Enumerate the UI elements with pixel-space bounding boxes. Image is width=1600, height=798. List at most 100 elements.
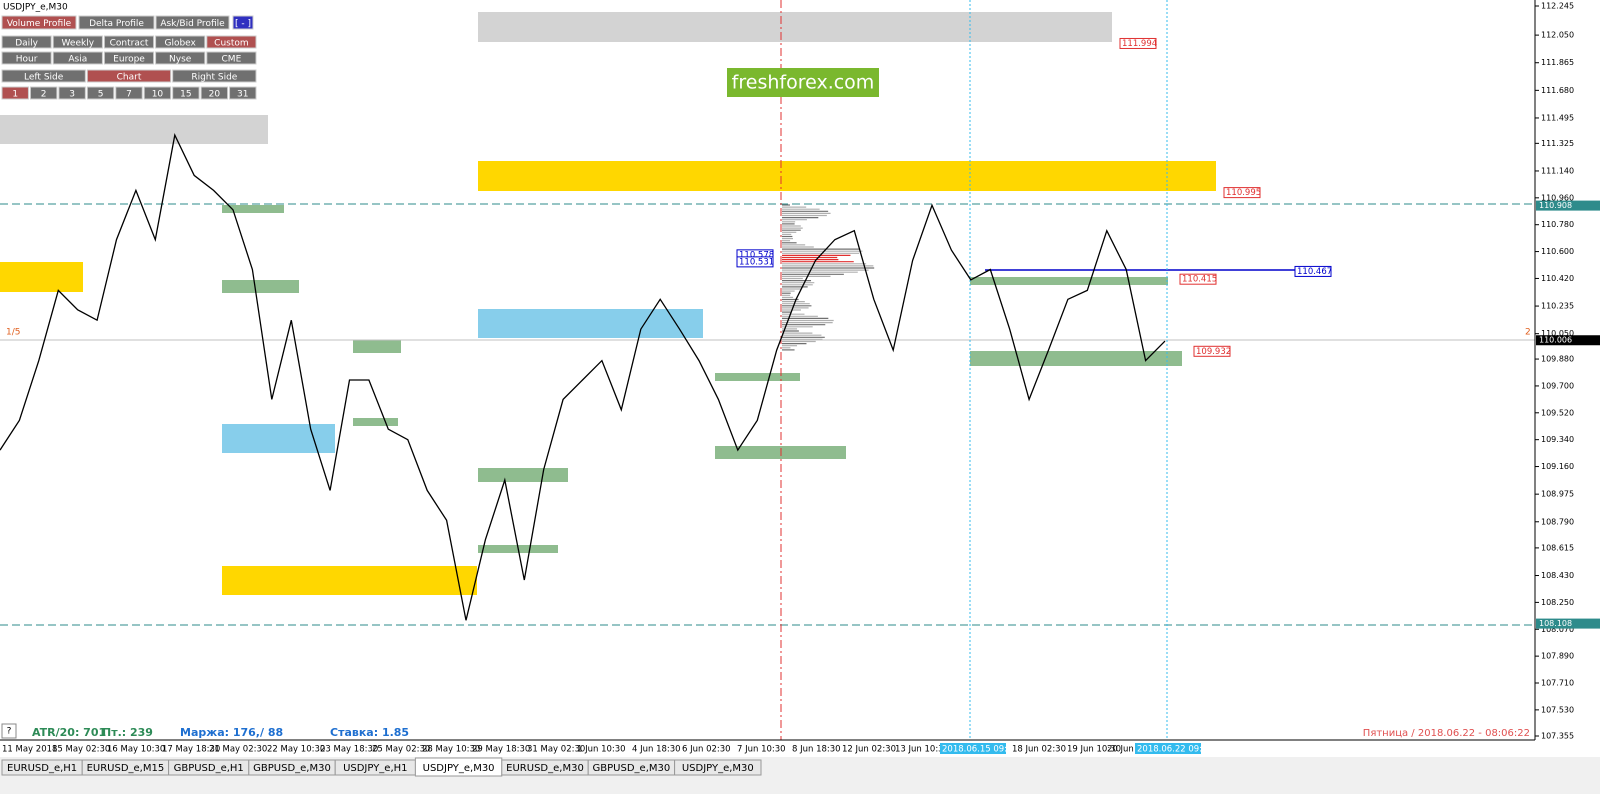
price-marker [1536,618,1600,629]
panel-button[interactable] [1,69,86,83]
price-marker-label: 108.108 [1539,619,1572,628]
panel-button[interactable] [155,51,206,65]
panel-button-label[interactable]: Contract [110,39,149,49]
time-label: 2018.06.15 09:30 [942,745,1018,755]
time-label: 1 Jun 10:30 [577,745,626,755]
panel-button[interactable] [1,86,29,100]
panel-button-label[interactable]: 20 [209,90,221,100]
panel-button[interactable] [1,51,52,65]
panel-button[interactable] [103,51,155,65]
panel-button-label[interactable]: Europe [113,55,145,65]
zone [970,277,1168,285]
price-marker [1536,200,1600,211]
tick-label: 109.700 [1541,381,1574,390]
tick-label: 111.140 [1541,166,1574,175]
tick-label: 107.355 [1541,732,1574,741]
help-button[interactable] [1,723,17,739]
panel-button-label[interactable]: 7 [126,90,132,100]
time-label: 15 May 02:30 [52,745,110,755]
panel-button[interactable] [143,86,172,100]
left-mark: 1/5 [6,328,20,338]
panel-button[interactable] [78,15,155,30]
panel-button-label[interactable]: 31 [237,90,248,100]
symbol: USDJPY_e,M30 [3,3,68,13]
panel-button-label[interactable]: Custom [214,39,248,49]
time-label: 7 Jun 10:30 [737,745,786,755]
panel-button[interactable] [206,35,257,49]
panel-button-label[interactable]: Globex [164,39,196,49]
watermark: freshforex.com [732,72,875,94]
watermark-bg [727,68,879,97]
panel-button-label[interactable]: Volume Profile [7,19,72,29]
panel-button[interactable] [52,35,103,49]
tab[interactable] [674,759,762,776]
level-label: 109.932 [1196,347,1231,357]
tab-label[interactable]: USDJPY_e,M30 [682,763,754,774]
tab-label[interactable]: EURUSD_e,H1 [7,763,77,774]
time-label: 28 May 10:30 [422,745,480,755]
tab-label[interactable]: GBPUSD_e,M30 [253,763,331,774]
tab-label[interactable]: GBPUSD_e,M30 [593,763,671,774]
margin: Маржа: 176,/ 88 [180,726,283,739]
level-box [1119,37,1157,49]
panel-button-label[interactable]: Hour [16,55,38,65]
panel-button[interactable] [86,69,172,83]
panel-button[interactable] [86,86,115,100]
panel-button-label[interactable]: 1 [12,90,18,100]
panel-button-label[interactable]: Weekly [62,39,95,49]
tab-label[interactable]: USDJPY_e,H1 [343,763,407,774]
panel-button[interactable] [103,35,155,49]
tab-label[interactable]: GBPUSD_e,H1 [174,763,244,774]
tick-label: 108.790 [1541,517,1574,526]
panel-button-label[interactable]: Chart [117,73,142,83]
panel-button-label[interactable]: 3 [69,90,75,100]
panel-button[interactable] [155,15,230,30]
tab-label[interactable]: USDJPY_e,M30 [423,763,495,774]
panel-button-label[interactable]: 5 [98,90,104,100]
panel-button[interactable] [229,86,257,100]
tick-label: 112.245 [1541,2,1574,11]
panel-button[interactable] [200,86,229,100]
panel-button-label[interactable]: [ - ] [235,19,251,29]
zone [715,373,800,381]
price-plot: 111.994 110.995 110.415 109.932 110.578110.5… [0,37,1332,621]
panel-button[interactable] [232,15,254,30]
panel-button[interactable] [58,86,86,100]
level-box [1294,265,1332,277]
panel-button[interactable] [206,51,257,65]
tick-label: 107.530 [1541,705,1574,714]
tick-label: 111.865 [1541,58,1574,67]
tab-label[interactable]: EURUSD_e,M15 [87,763,165,774]
panel-button-label[interactable]: Ask/Bid Profile [160,19,225,29]
level-label: 110.415 [1182,275,1217,285]
panel-button-label[interactable]: 2 [41,90,47,100]
panel-button[interactable] [172,69,257,83]
panel-button-label[interactable]: Asia [68,55,87,65]
help-label[interactable]: ? [7,727,12,737]
panel-button[interactable] [1,15,77,30]
panel-button-label[interactable]: Right Side [191,73,237,83]
volume-profile [782,204,875,351]
panel-button[interactable] [115,86,143,100]
price-axis: 112.245 112.050 111.865 111.680 111.495 111.3… [1535,2,1600,741]
panel-button[interactable] [29,86,58,100]
panel-button-label[interactable]: Nyse [169,55,192,65]
panel-button-label[interactable]: 15 [180,90,191,100]
tab-label[interactable]: EURUSD_e,M30 [506,763,584,774]
panel-button-label[interactable]: Left Side [24,73,64,83]
zone [0,262,83,292]
panel-button[interactable] [155,35,206,49]
panel-button-label[interactable]: CME [222,55,242,65]
time-label: 11 May 2018 [2,745,57,755]
panel-button-label[interactable]: Daily [15,39,38,49]
rate: Ставка: 1.85 [330,726,409,739]
time-label: 2018.06.22 09:30 [1137,745,1213,755]
panel-button[interactable] [172,86,200,100]
panel-button[interactable] [1,35,52,49]
panel-button-label[interactable]: Delta Profile [89,19,144,29]
tabs: EURUSD_e,H1 EURUSD_e,M15 GBPUSD_e,H1 GBPUSD… [1,757,762,777]
panel-button[interactable] [52,51,103,65]
time-label: 19 Jun 10:30 [1067,745,1121,755]
panel-button-label[interactable]: 10 [152,90,164,100]
